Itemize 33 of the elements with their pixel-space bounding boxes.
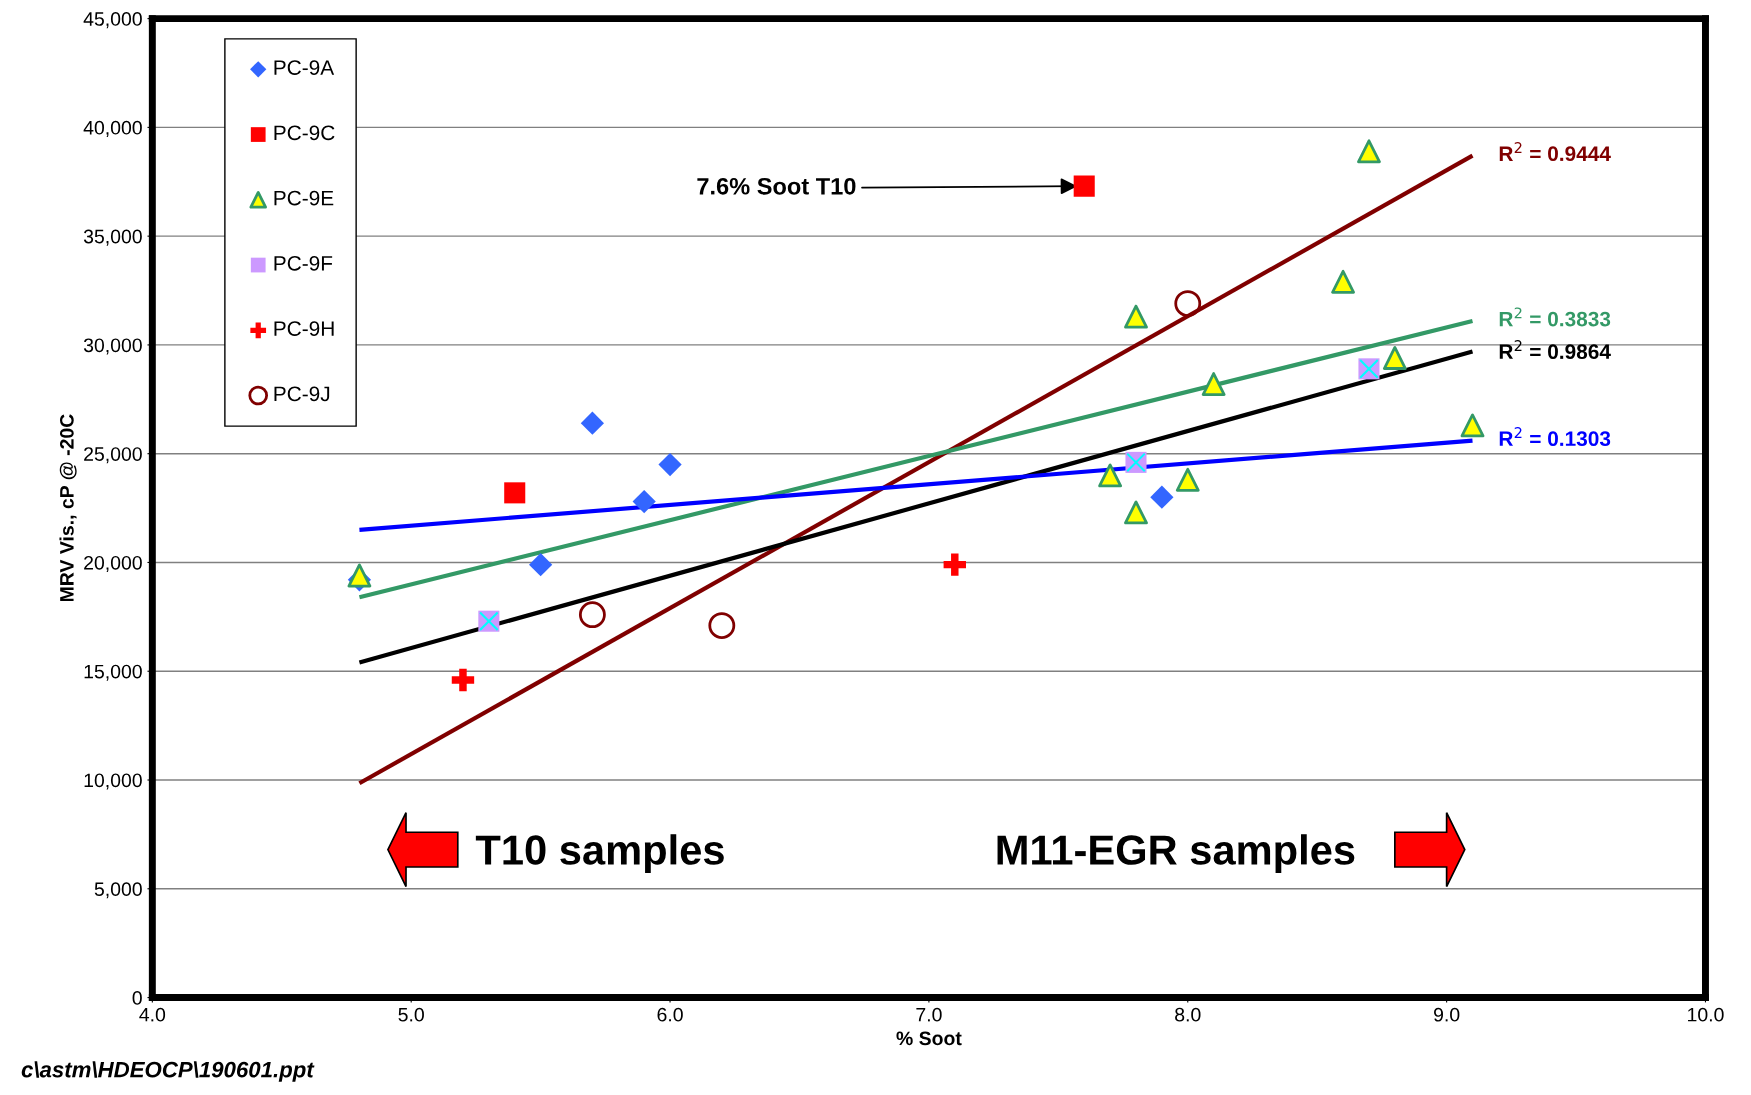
y-axis-title: MRV Vis., cP @ -20C bbox=[59, 414, 77, 602]
x-tick-label: 5.0 bbox=[398, 1007, 424, 1022]
legend-label: PC-9A bbox=[274, 60, 335, 75]
series-label: R$^{2}$ = 0.9864 bbox=[1499, 340, 1611, 360]
y-tick-label: 45,000 bbox=[83, 12, 142, 29]
y-tick-label: 20,000 bbox=[84, 555, 142, 572]
legend-label: PC-9F bbox=[274, 255, 333, 271]
series-label: R$^{2}$ = 0.3833 bbox=[1499, 307, 1611, 327]
y-tick-label: 0 bbox=[132, 991, 142, 1005]
y-tick-label: 40,000 bbox=[83, 120, 142, 137]
x-tick-label: 4.0 bbox=[139, 1007, 166, 1022]
legend-label: PC-9H bbox=[274, 321, 334, 336]
y-tick-label: 25,000 bbox=[84, 447, 142, 464]
annotation: M11-EGR samples bbox=[997, 834, 1355, 874]
y-tick-label: 10,000 bbox=[84, 773, 142, 790]
series-label: R$^{2}$ = 0.1303 bbox=[1499, 427, 1611, 447]
y-tick-label: 35,000 bbox=[83, 229, 142, 246]
text: c\astm\HDEOCP\190601.ppt bbox=[21, 1061, 315, 1082]
legend-label: PC-9C bbox=[274, 125, 335, 141]
y-tick-label: 30,000 bbox=[83, 338, 142, 355]
y-tick-label: 5,000 bbox=[94, 882, 142, 899]
x-tick-label: 10.0 bbox=[1688, 1007, 1724, 1022]
y-tick-label: 15,000 bbox=[84, 664, 142, 681]
x-tick-label: 9.0 bbox=[1434, 1007, 1460, 1022]
x-tick-label: 7.0 bbox=[916, 1007, 942, 1022]
annotation: T10 samples bbox=[475, 834, 724, 874]
legend-label: PC-9J bbox=[274, 386, 330, 402]
annotation: 7.6% Soot T10 bbox=[697, 177, 856, 195]
series-label: R$^{2}$ = 0.9444 bbox=[1499, 142, 1611, 162]
x-tick-label: 8.0 bbox=[1175, 1007, 1201, 1022]
legend-label: PC-9E bbox=[274, 190, 334, 206]
x-tick-label: 6.0 bbox=[657, 1007, 683, 1022]
x-axis-title: % Soot bbox=[896, 1031, 962, 1046]
